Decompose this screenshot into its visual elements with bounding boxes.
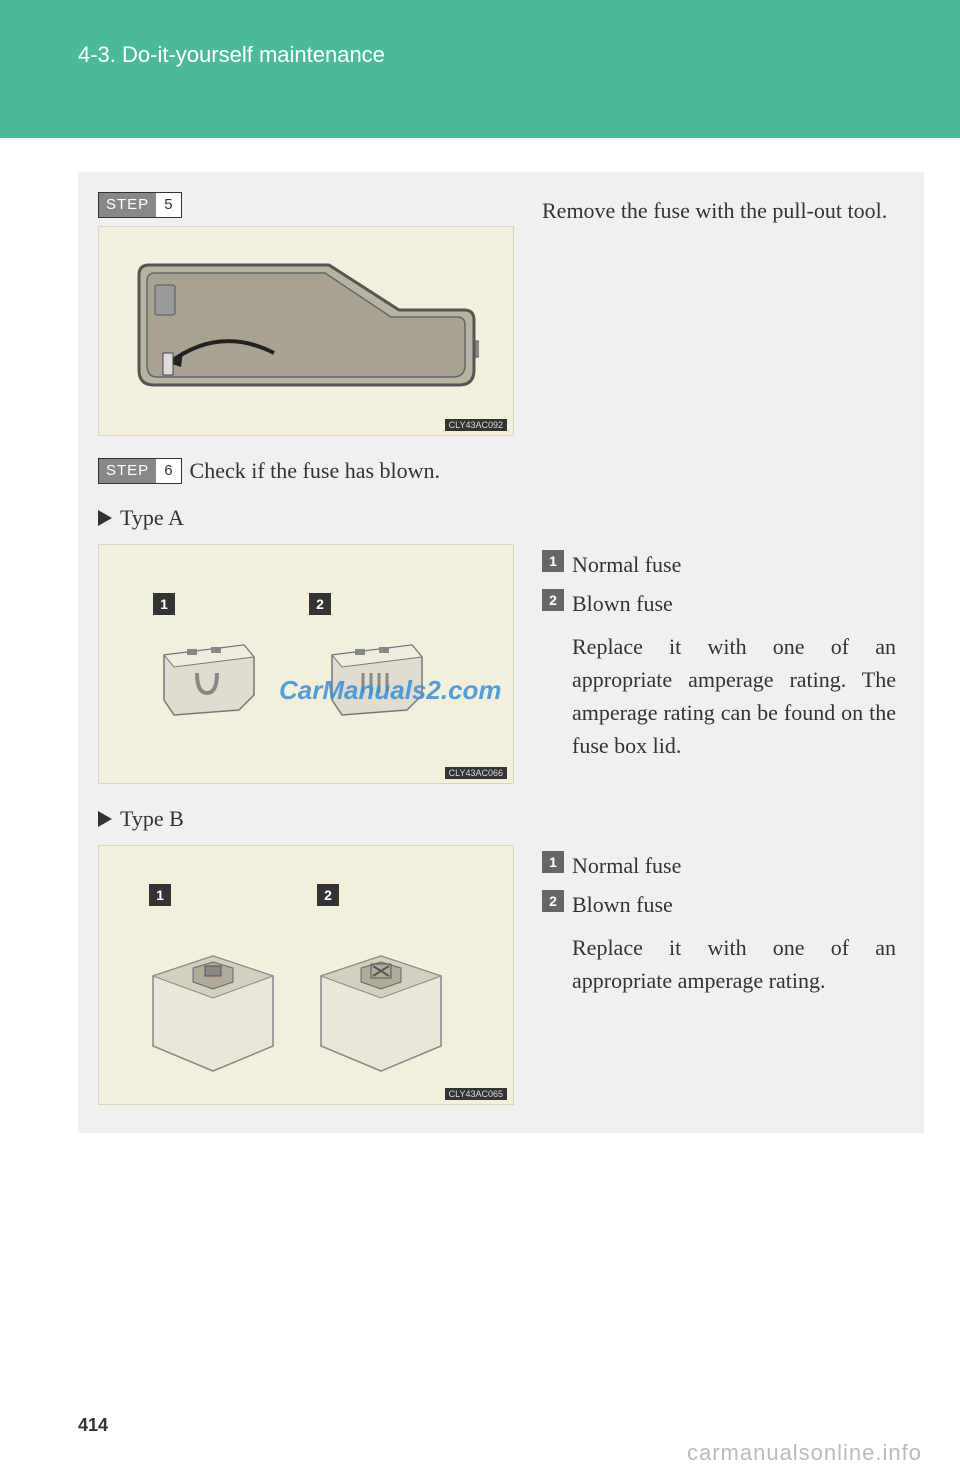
- step6-badge: STEP 6: [98, 458, 182, 484]
- type-b-label: Type B: [120, 802, 184, 835]
- step6-line: STEP 6 Check if the fuse has blown.: [98, 454, 896, 487]
- step5-badge: STEP 5: [98, 192, 182, 218]
- type-b-header: Type B: [98, 802, 896, 835]
- blown-fuse-label: Blown fuse: [572, 890, 673, 921]
- step5-text: Remove the fuse with the pull-out tool.: [542, 194, 896, 227]
- page-header: 4-3. Do-it-yourself maintenance: [0, 0, 960, 138]
- num-badge-1: 1: [542, 550, 564, 572]
- image-code: CLY43AC065: [445, 1088, 507, 1100]
- type-b-left: 1 2 CLY43AC065: [98, 845, 518, 1105]
- type-a-item-1: 1 Normal fuse: [542, 550, 896, 581]
- normal-fuse-label: Normal fuse: [572, 550, 681, 581]
- type-a-row: 1 2 CLY43AC066 CarManuals2.com: [98, 544, 896, 798]
- blown-fuse-label: Blown fuse: [572, 589, 673, 620]
- callout-1: 1: [149, 884, 171, 906]
- step5-left: STEP 5 CLY43AC092: [98, 192, 518, 454]
- fuse-normal-b-svg: [143, 926, 283, 1076]
- fusebox-lid-svg: [129, 255, 479, 397]
- step-label: STEP: [99, 193, 156, 217]
- illustration-fusebox-lid: CLY43AC092: [98, 226, 514, 436]
- step5-right: Remove the fuse with the pull-out tool.: [542, 192, 896, 454]
- type-b-note: Replace it with one of an appropriate am…: [572, 931, 896, 997]
- type-b-row: 1 2 CLY43AC065 1: [98, 845, 896, 1105]
- type-b-right: 1 Normal fuse 2 Blown fuse Replace it wi…: [542, 845, 896, 1105]
- normal-fuse-label: Normal fuse: [572, 851, 681, 882]
- illustration-fuse-type-b: 1 2 CLY43AC065: [98, 845, 514, 1105]
- fuse-blown-a-svg: [327, 635, 427, 725]
- callout-2: 2: [309, 593, 331, 615]
- arrow-icon: [98, 811, 112, 827]
- callout-1: 1: [153, 593, 175, 615]
- num-badge-2: 2: [542, 890, 564, 912]
- step6-text: Check if the fuse has blown.: [190, 454, 441, 487]
- num-badge-2: 2: [542, 589, 564, 611]
- num-badge-1: 1: [542, 851, 564, 873]
- type-a-header: Type A: [98, 501, 896, 534]
- callout-2: 2: [317, 884, 339, 906]
- arrow-icon: [98, 510, 112, 526]
- type-a-note: Replace it with one of an appropriate am…: [572, 630, 896, 762]
- section-title: 4-3. Do-it-yourself maintenance: [78, 42, 960, 68]
- step5-row: STEP 5 CLY43AC092 Remove the fuse with t…: [98, 192, 896, 454]
- step-number: 5: [156, 193, 180, 217]
- step-label: STEP: [99, 459, 156, 483]
- illustration-fuse-type-a: 1 2 CLY43AC066 CarManuals2.com: [98, 544, 514, 784]
- content-area: STEP 5 CLY43AC092 Remove the fuse with t…: [78, 172, 924, 1133]
- type-a-item-2: 2 Blown fuse: [542, 589, 896, 620]
- type-b-item-2: 2 Blown fuse: [542, 890, 896, 921]
- fuse-blown-b-svg: [311, 926, 451, 1076]
- step-number: 6: [156, 459, 180, 483]
- watermark-footer: carmanualsonline.info: [687, 1440, 922, 1466]
- image-code: CLY43AC092: [445, 419, 507, 431]
- type-a-left: 1 2 CLY43AC066 CarManuals2.com: [98, 544, 518, 798]
- fuse-normal-a-svg: [159, 635, 259, 725]
- type-a-label: Type A: [120, 501, 184, 534]
- type-a-right: 1 Normal fuse 2 Blown fuse Replace it wi…: [542, 544, 896, 798]
- type-b-item-1: 1 Normal fuse: [542, 851, 896, 882]
- image-code: CLY43AC066: [445, 767, 507, 779]
- page-number: 414: [78, 1415, 108, 1436]
